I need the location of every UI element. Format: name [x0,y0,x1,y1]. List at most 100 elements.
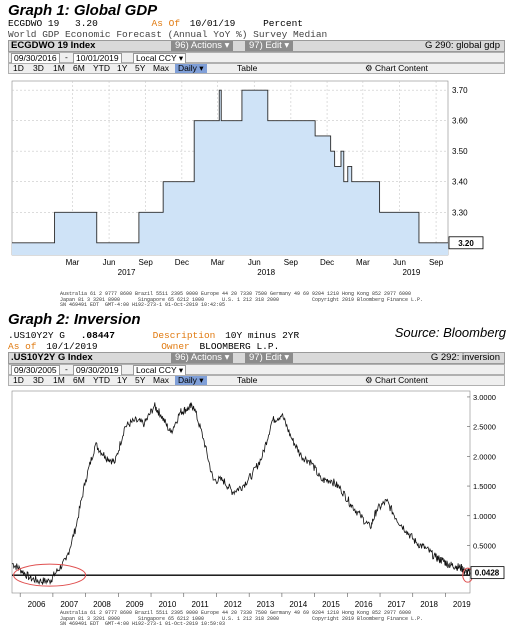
x-tick-label: 2013 [257,600,275,609]
actions-menu[interactable]: 96) Actions ▾ [171,41,234,51]
asof-date: 10/1/2019 [46,341,98,352]
period-max[interactable]: Max [153,63,170,73]
period-max[interactable]: Max [153,375,170,385]
y-tick-label: 3.70 [452,86,468,95]
graph1-footer: Australia 61 2 9777 8600 Brazil 5511 239… [60,291,424,308]
period-1d[interactable]: 1D [13,63,24,73]
period-5y[interactable]: 5Y [135,63,146,73]
period-1y[interactable]: 1Y [117,375,128,385]
period-1m[interactable]: 1M [53,375,65,385]
gear-icon: ⚙ [365,375,373,385]
period-6m[interactable]: 6M [73,375,85,385]
last-value-box [470,566,505,580]
graph1-date-row: 09/30/2016 - 10/01/2019 Local CCY ▾ [8,52,505,64]
asof-label: As of [8,341,37,352]
graph2-title-bar: .US10Y2Y G Index 96) Actions ▾ 97) Edit … [8,352,505,364]
period-1m[interactable]: 1M [53,63,65,73]
y-tick-label: 3.0000 [473,393,496,402]
x-tick-label: 2009 [126,600,144,609]
chart-content-button[interactable]: ⚙ Chart Content [365,63,428,73]
table-button[interactable]: Table [237,375,258,385]
series-area [12,90,448,255]
x-tick-label: 2008 [93,600,111,609]
graph-id-label: G 292: inversion [430,352,500,363]
x-tick-label: Sep [429,258,444,267]
x-tick-label: 2015 [322,600,340,609]
x-year-label: 2018 [257,268,275,277]
index-label: .US10Y2Y G Index [11,352,93,363]
x-tick-label: Sep [139,258,154,267]
plot-frame [11,390,471,594]
ticker-text: .US10Y2Y G [8,330,66,341]
x-tick-label: Dec [320,258,334,267]
table-button[interactable]: Table [237,63,258,73]
y-tick-label: 2.5000 [473,423,496,432]
x-tick-label: Mar [66,258,80,267]
asof-label: As Of [151,18,181,29]
period-5y[interactable]: 5Y [135,375,146,385]
period-6m[interactable]: 6M [73,63,85,73]
x-tick-label: 2010 [158,600,176,609]
x-tick-label: Dec [175,258,189,267]
period-1y[interactable]: 1Y [117,63,128,73]
x-year-label: 2019 [403,268,421,277]
source-label: Source: Bloomberg [394,325,506,340]
edit-menu[interactable]: 97) Edit ▾ [245,353,294,363]
x-tick-label: Jun [103,258,116,267]
period-3d[interactable]: 3D [33,375,44,385]
ticker-text: ECGDWO 19 [8,18,60,29]
graph1-title-bar: ECGDWO 19 Index 96) Actions ▾ 97) Edit ▾… [8,40,505,52]
x-tick-label: 2017 [387,600,405,609]
frequency-select[interactable]: Daily ▾ [175,376,207,385]
spread-line-chart: 0.5000 1.0000 1.5000 2.0000 2.5000 3.0000 2006… [11,390,505,609]
y-tick-label: 0.5000 [473,541,496,550]
y-tick-label: 3.50 [452,147,468,156]
x-tick-label: 2006 [28,600,46,609]
x-tick-label: Mar [211,258,225,267]
gdp-area-chart: 3.20 3.30 3.40 3.50 3.60 3.70 Mar Jun Sep Dec Mar J… [11,80,484,277]
x-year-label: 2017 [118,268,136,277]
y-tick-label: 3.30 [452,208,468,217]
x-tick-label: Jun [393,258,406,267]
graph2-date-row: 09/30/2005 - 09/30/2019 Local CCY ▾ [8,364,505,376]
x-tick-label: 2014 [289,600,307,609]
x-tick-label: Sep [284,258,299,267]
frequency-select[interactable]: Daily ▾ [175,64,207,73]
y-tick-label: 1.0000 [473,512,496,521]
unit-text: Percent [263,18,303,29]
period-ytd[interactable]: YTD [93,63,110,73]
x-tick-label: 2019 [453,600,471,609]
last-value-label: 0.0428 [475,569,500,578]
y-tick-label: 3.40 [452,178,468,187]
actions-menu[interactable]: 96) Actions ▾ [171,353,234,363]
y-tick-label: 2.0000 [473,452,496,461]
graph1-heading: Graph 1: Global GDP [8,2,158,19]
x-tick-label: Mar [356,258,370,267]
x-tick-label: 2011 [192,600,210,609]
value-text: 3.20 [75,18,98,29]
period-ytd[interactable]: YTD [93,375,110,385]
edit-menu[interactable]: 97) Edit ▾ [245,41,294,51]
period-3d[interactable]: 3D [33,63,44,73]
description-label: Description [152,330,216,341]
series-line [12,89,448,244]
value-text: .08447 [80,330,115,341]
index-label: ECGDWO 19 Index [11,40,96,51]
x-tick-label: Jun [248,258,261,267]
chart-content-button[interactable]: ⚙ Chart Content [365,375,428,385]
owner-text: BLOOMBERG L.P. [199,341,280,352]
graph1-description: World GDP Economic Forecast (Annual YoY … [8,29,328,40]
asof-date: 10/01/19 [189,18,236,29]
owner-label: Owner [161,341,190,352]
graph2-heading: Graph 2: Inversion [8,311,141,328]
x-tick-label: 2016 [355,600,373,609]
y-tick-label: 1.5000 [473,482,496,491]
graph2-period-row: 1D 3D 1M 6M YTD 1Y 5Y Max Daily ▾ Table … [8,375,505,386]
period-1d[interactable]: 1D [13,375,24,385]
graph1-period-row: 1D 3D 1M 6M YTD 1Y 5Y Max Daily ▾ Table … [8,63,505,74]
graph1-plot: 3.20 3.30 3.40 3.50 3.60 3.70 Mar Jun Sep Dec Mar J… [8,75,505,292]
graph2-info-line: .US10Y2Y G .08447 Description 10Y minus … [8,330,309,341]
description-text: 10Y minus 2YR [225,330,300,341]
x-tick-label: 2018 [420,600,438,609]
y-tick-label: 3.60 [452,117,468,126]
